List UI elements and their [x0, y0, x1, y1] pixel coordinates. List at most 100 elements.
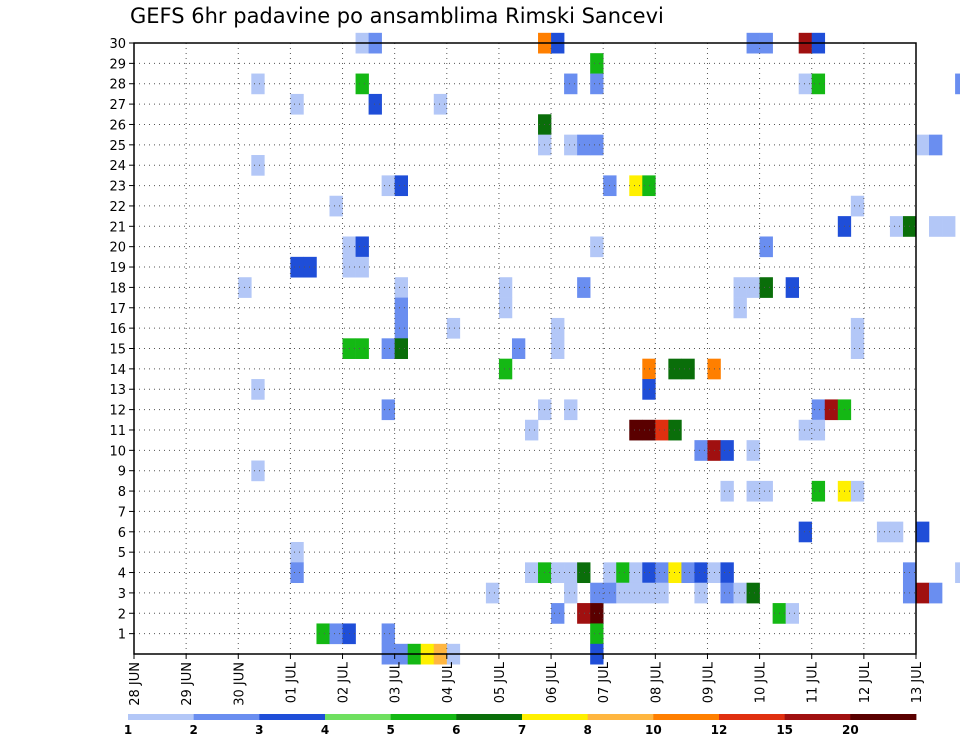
x-tick-label: 08 JUL: [649, 661, 664, 703]
heatmap-cell: [798, 521, 813, 543]
heatmap-cell: [746, 582, 760, 604]
colorbar-swatch: [128, 714, 195, 720]
heatmap-cell: [811, 419, 826, 441]
colorbar-label: 20: [842, 723, 859, 737]
y-tick-label: 27: [109, 98, 126, 113]
heatmap-cell: [798, 73, 813, 95]
x-tick-label: 28 JUN: [128, 662, 143, 706]
heatmap-cell: [355, 236, 369, 258]
colorbar-swatch: [522, 714, 589, 720]
x-tick-label: 30 JUN: [232, 662, 247, 706]
heatmap-cell: [590, 603, 604, 624]
heatmap-cell: [590, 73, 604, 95]
heatmap-cell: [368, 93, 382, 115]
heatmap-cell: [381, 623, 395, 645]
heatmap-cell: [929, 134, 943, 156]
heatmap-cell: [668, 419, 682, 441]
colorbar-label: 12: [711, 723, 728, 737]
heatmap-cell: [916, 582, 930, 604]
heatmap-cell: [551, 338, 565, 359]
x-tick-label: 02 JUL: [337, 661, 352, 703]
heatmap-cell: [564, 399, 578, 421]
y-tick-label: 2: [118, 607, 126, 622]
heatmap-cell: [642, 358, 656, 380]
heatmap-cell: [720, 562, 734, 584]
heatmap-cell: [668, 562, 682, 584]
heatmap-cell: [577, 277, 591, 298]
y-tick-label: 25: [109, 139, 126, 154]
x-tick-label: 05 JUL: [493, 661, 508, 703]
heatmap-cell: [590, 236, 604, 258]
heatmap-cell: [733, 582, 747, 604]
heatmap-cell: [642, 419, 656, 441]
colorbar-swatch: [653, 714, 720, 720]
heatmap-cell: [811, 73, 826, 95]
heatmap-cell: [251, 460, 265, 482]
colorbar-label: 2: [189, 723, 197, 737]
heatmap-cell: [629, 175, 643, 197]
heatmap-cell: [564, 582, 578, 604]
heatmap-cell: [290, 93, 304, 115]
colorbar-swatch: [784, 714, 851, 720]
colorbar-label: 4: [321, 723, 329, 737]
heatmap-cell: [720, 480, 734, 502]
heatmap-cell: [746, 277, 760, 298]
heatmap-cell: [746, 440, 760, 461]
y-tick-label: 5: [118, 546, 126, 561]
y-tick-label: 12: [109, 404, 126, 419]
y-tick-label: 26: [109, 118, 126, 133]
heatmap-cell: [889, 216, 904, 237]
heatmap-cell: [485, 582, 500, 604]
heatmap-cell: [511, 338, 526, 359]
heatmap-cell: [642, 175, 656, 197]
heatmap-cell: [329, 623, 343, 645]
heatmap-cell: [629, 419, 643, 441]
y-tick-label: 3: [118, 587, 126, 602]
heatmap-cell: [694, 582, 708, 604]
heatmap-cell: [303, 256, 317, 278]
heatmap-cell: [446, 317, 461, 339]
heatmap-cell: [850, 480, 865, 502]
heatmap-cell: [785, 603, 799, 624]
heatmap-cell: [759, 236, 773, 258]
heatmap-cell: [616, 582, 630, 604]
colorbar-label: 10: [645, 723, 662, 737]
heatmap-cell: [381, 175, 395, 197]
heatmap-cell: [850, 317, 865, 339]
heatmap-cell: [525, 562, 539, 584]
heatmap-cell: [955, 562, 960, 584]
heatmap-cell: [577, 603, 591, 624]
heatmap-cell: [290, 256, 304, 278]
y-tick-label: 29: [109, 57, 126, 72]
heatmap-cell: [811, 480, 826, 502]
heatmap-cell: [655, 419, 669, 441]
heatmap-cell: [551, 603, 565, 624]
heatmap-cell: [498, 297, 513, 319]
y-tick-label: 24: [109, 159, 126, 174]
heatmap-cell: [564, 562, 578, 584]
heatmap-cell: [316, 623, 330, 645]
heatmap-cell: [251, 73, 265, 95]
y-tick-label: 19: [109, 261, 126, 276]
heatmap-cell: [955, 73, 960, 95]
y-tick-label: 21: [109, 220, 126, 235]
y-tick-label: 28: [109, 78, 126, 93]
heatmap-cell: [290, 541, 304, 563]
heatmap-cell: [381, 338, 395, 359]
heatmap-cell: [720, 440, 734, 461]
heatmap-cell: [498, 277, 513, 298]
heatmap-cell: [394, 277, 408, 298]
heatmap-cell: [759, 480, 773, 502]
heatmap-cell: [759, 277, 773, 298]
colorbar-label: 3: [255, 723, 263, 737]
heatmap-cell: [564, 73, 578, 95]
heatmap-cell: [785, 277, 799, 298]
heatmap-cell: [681, 562, 695, 584]
y-tick-label: 1: [118, 628, 126, 643]
heatmap-cell: [577, 134, 591, 156]
heatmap-cell: [355, 256, 369, 278]
colorbar-label: 7: [518, 723, 526, 737]
y-tick-label: 14: [109, 363, 126, 378]
heatmap-cell: [694, 562, 708, 584]
